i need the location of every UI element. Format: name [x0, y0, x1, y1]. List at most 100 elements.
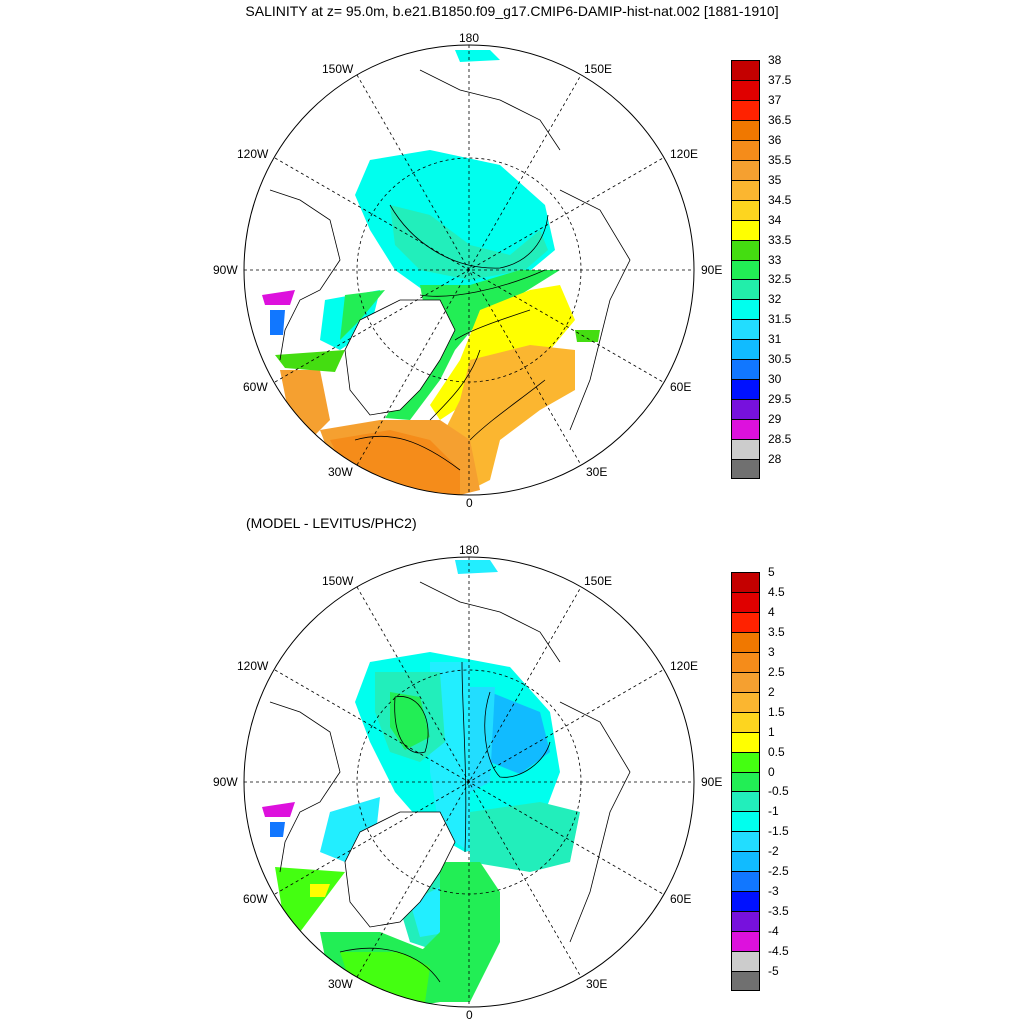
lon-label-120w: 120W: [237, 147, 269, 161]
kara-lime: [575, 330, 600, 342]
colorbar-box: [731, 951, 760, 972]
lon-label-60w-bottom: 60W: [243, 892, 268, 906]
lon-label-60e: 60E: [670, 380, 692, 394]
colorbar-tick-label: 36.5: [768, 112, 792, 127]
colorbar-tick-label: 5: [768, 565, 775, 579]
colorbar-box: [731, 339, 760, 360]
colorbar-tick-label: -5: [768, 964, 779, 979]
baffin-green: [340, 290, 385, 340]
colorbar-box: [731, 651, 760, 673]
greenland-land: [344, 299, 456, 416]
colorbar-tick-label: 4.5: [768, 584, 785, 599]
colorbar-tick-label: 31: [768, 332, 782, 347]
lon-label-150e: 150E: [584, 62, 613, 76]
colorbar-tick-label: 38: [768, 53, 782, 67]
colorbar-box: [731, 791, 760, 812]
colorbar-box: [731, 299, 760, 320]
colorbar-tick-label: 34: [768, 212, 782, 227]
plot-title: SALINITY at z= 95.0m, b.e21.B1850.f09_g1…: [245, 3, 779, 19]
colorbar-tick-label: 34.5: [768, 192, 792, 207]
colorbar-tick-label: 2.5: [768, 664, 785, 679]
colorbar-tick-label: 4: [768, 604, 775, 619]
lon-label-30w: 30W: [328, 465, 353, 479]
colorbar-box: [731, 60, 760, 81]
colorbar-box: [731, 119, 760, 141]
colorbar-tick-label: 37.5: [768, 72, 792, 87]
colorbar-box: [731, 439, 760, 460]
colorbar-tick-label: -2.5: [768, 864, 789, 879]
colorbar-tick-label: 33: [768, 252, 782, 267]
diff-labrador-lime: [275, 867, 345, 932]
top-polar-map: [243, 44, 695, 496]
colorbar-box: [731, 771, 760, 792]
colorbar-box: [731, 219, 760, 241]
colorbar-tick-label: 32.5: [768, 272, 792, 287]
colorbar-box: [731, 691, 760, 713]
colorbar-tick-label: -3.5: [768, 904, 789, 919]
colorbar-box: [731, 671, 760, 693]
colorbar-tick-label: -0.5: [768, 784, 789, 799]
colorbar-tick-label: -3: [768, 884, 779, 899]
lon-label-0: 0: [466, 496, 473, 510]
colorbar-box: [731, 891, 760, 912]
lon-label-150e-bottom: 150E: [584, 574, 613, 588]
colorbar-box: [731, 179, 760, 201]
colorbar-tick-label: 37: [768, 92, 782, 107]
hudson-magenta: [262, 290, 295, 305]
lon-label-180-bottom: 180: [459, 543, 480, 557]
colorbar-box: [731, 159, 760, 181]
lon-label-150w: 150W: [322, 62, 354, 76]
colorbar-box: [731, 379, 760, 400]
lon-label-30w-bottom: 30W: [328, 977, 353, 991]
lon-label-150w-bottom: 150W: [322, 574, 354, 588]
labrador-lime: [275, 350, 345, 372]
colorbar-box: [731, 911, 760, 932]
colorbar-box: [731, 279, 760, 300]
colorbar-tick-label: 1.5: [768, 704, 785, 719]
colorbar-box: [731, 319, 760, 340]
diff-siberian-blue: [490, 692, 550, 774]
colorbar-tick-label: -1.5: [768, 824, 789, 839]
colorbar-box: [731, 931, 760, 952]
bering-cyan: [455, 50, 500, 62]
colorbar-tick-label: 35.5: [768, 152, 792, 167]
colorbar-tick-label: 28.5: [768, 432, 792, 447]
colorbar-tick-label: -4.5: [768, 944, 789, 959]
colorbar-box: [731, 811, 760, 832]
colorbar-box: [731, 631, 760, 653]
colorbar-box: [731, 751, 760, 772]
colorbar-box: [731, 79, 760, 101]
colorbar-tick-label: 32: [768, 292, 782, 307]
difference-colorbar: [731, 572, 760, 992]
colorbar-box: [731, 139, 760, 161]
lon-label-120w-bottom: 120W: [237, 659, 269, 673]
colorbar-tick-label: 29.5: [768, 392, 792, 407]
colorbar-tick-label: 35: [768, 172, 782, 187]
lon-label-30e: 30E: [586, 465, 608, 479]
colorbar-tick-label: 30.5: [768, 352, 792, 367]
colorbar-tick-label: 31.5: [768, 312, 792, 327]
lon-label-90e-bottom: 90E: [701, 775, 723, 789]
diff-bering-cyan: [455, 560, 498, 574]
colorbar-box: [731, 459, 760, 480]
colorbar-tick-label: -4: [768, 924, 779, 939]
colorbar-box: [731, 831, 760, 852]
colorbar-tick-label: 3.5: [768, 624, 785, 639]
salinity-colorbar: [731, 60, 760, 480]
colorbar-box: [731, 399, 760, 420]
lon-label-180: 180: [459, 31, 480, 45]
lon-label-30e-bottom: 30E: [586, 977, 608, 991]
colorbar-box: [731, 419, 760, 440]
hudson-blue: [270, 310, 285, 335]
colorbar-tick-label: 30: [768, 372, 782, 387]
colorbar-tick-label: 29: [768, 412, 782, 427]
colorbar-box: [731, 591, 760, 613]
labrador-orange: [280, 370, 330, 440]
colorbar-box: [731, 731, 760, 753]
colorbar-box: [731, 871, 760, 892]
colorbar-tick-label: 0: [768, 764, 775, 779]
diff-greenland-land: [344, 811, 456, 928]
colorbar-box: [731, 572, 760, 593]
lon-label-60e-bottom: 60E: [670, 892, 692, 906]
lon-label-0-bottom: 0: [466, 1008, 473, 1022]
